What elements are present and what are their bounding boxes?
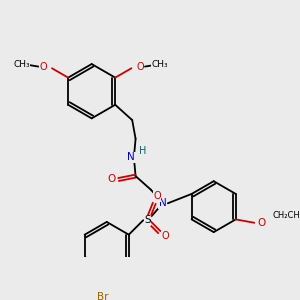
Text: O: O bbox=[257, 218, 265, 228]
Text: N: N bbox=[128, 152, 135, 162]
Text: CH₃: CH₃ bbox=[13, 60, 30, 69]
Text: S: S bbox=[144, 215, 151, 225]
Text: O: O bbox=[136, 61, 144, 72]
Text: CH₃: CH₃ bbox=[152, 60, 169, 69]
Text: N: N bbox=[159, 198, 166, 208]
Text: CH₂CH₃: CH₂CH₃ bbox=[273, 212, 300, 220]
Text: H: H bbox=[139, 146, 146, 156]
Text: O: O bbox=[153, 191, 160, 202]
Text: O: O bbox=[161, 231, 169, 242]
Text: O: O bbox=[40, 61, 47, 72]
Text: O: O bbox=[108, 175, 116, 184]
Text: Br: Br bbox=[97, 292, 108, 300]
